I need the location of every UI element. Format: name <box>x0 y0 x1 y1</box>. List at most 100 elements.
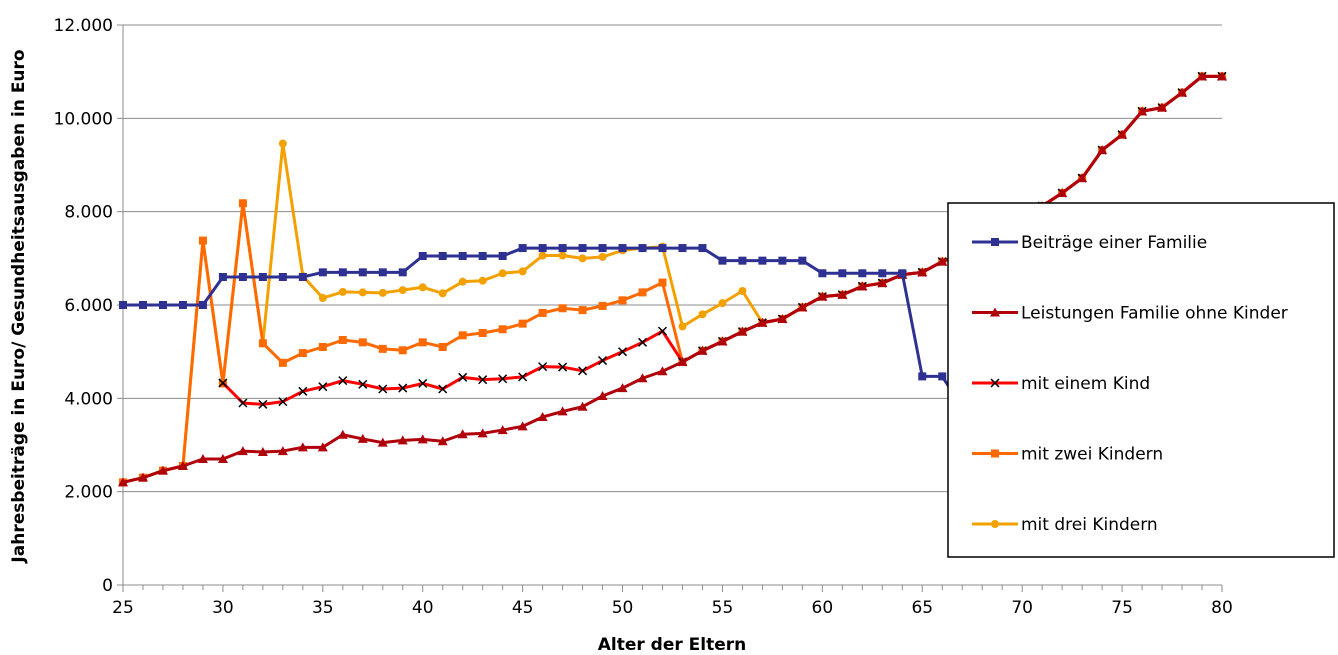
data-point <box>1177 87 1188 97</box>
data-point <box>817 291 828 301</box>
data-point <box>658 278 667 287</box>
data-point <box>298 349 307 358</box>
data-point <box>518 267 527 276</box>
data-point <box>657 326 668 336</box>
data-point <box>558 251 567 260</box>
data-point <box>538 251 547 260</box>
data-point <box>318 382 328 392</box>
data-point <box>238 273 247 281</box>
data-point <box>678 322 687 331</box>
data-point <box>338 287 347 296</box>
data-point <box>857 281 868 291</box>
data-point <box>398 286 407 295</box>
data-point <box>418 378 428 388</box>
data-point <box>277 446 288 456</box>
data-point <box>238 199 247 208</box>
y-tick-label: 0 <box>102 576 113 596</box>
data-point <box>737 326 748 336</box>
data-point <box>1077 173 1088 183</box>
data-point <box>438 289 447 298</box>
data-point <box>818 269 827 278</box>
data-point <box>838 269 847 278</box>
data-point <box>438 384 448 394</box>
legend-label: Leistungen Familie ohne Kinder <box>1021 304 1288 324</box>
data-point <box>498 325 507 334</box>
data-point <box>837 289 848 299</box>
data-point <box>338 376 348 386</box>
data-point <box>218 378 228 388</box>
data-point <box>398 268 407 277</box>
data-point <box>358 268 367 277</box>
data-point <box>618 296 627 305</box>
data-point <box>158 301 167 309</box>
data-point <box>738 287 747 295</box>
legend-swatch-marker <box>990 307 1000 317</box>
data-point <box>618 347 628 357</box>
data-point <box>318 343 327 351</box>
data-point <box>138 301 147 309</box>
data-point <box>558 304 567 313</box>
data-point <box>1197 71 1208 81</box>
data-point <box>1057 188 1068 197</box>
data-point <box>258 273 267 281</box>
data-point <box>657 366 668 376</box>
data-point <box>378 288 387 297</box>
data-point <box>357 433 368 443</box>
legend-label: mit einem Kind <box>1021 374 1150 394</box>
data-point <box>718 256 727 265</box>
x-tick-label: 60 <box>812 598 834 618</box>
data-point <box>517 421 528 431</box>
data-point <box>198 301 207 309</box>
data-point <box>758 256 767 265</box>
data-point <box>377 437 388 447</box>
data-point <box>858 269 867 278</box>
data-point <box>337 429 348 439</box>
data-point <box>598 356 608 366</box>
data-point <box>418 252 427 260</box>
legend-swatch-marker <box>991 238 999 246</box>
data-point <box>917 267 928 277</box>
x-tick-label: 30 <box>212 598 234 618</box>
y-tick-label: 8.000 <box>64 203 113 223</box>
data-point <box>478 252 487 260</box>
data-point <box>598 244 607 253</box>
data-point <box>557 406 568 416</box>
legend-entry: mit einem Kind <box>972 374 1150 394</box>
data-point <box>578 254 587 263</box>
x-tick-label: 25 <box>112 598 134 618</box>
x-tick-label: 70 <box>1011 598 1033 618</box>
data-point <box>718 299 727 308</box>
data-point <box>898 269 907 278</box>
data-point <box>618 244 627 253</box>
data-point <box>298 273 307 281</box>
data-point <box>937 256 948 266</box>
data-point <box>278 397 288 407</box>
data-point <box>877 278 888 288</box>
legend-entry: Leistungen Familie ohne Kinder <box>972 304 1288 324</box>
data-point <box>458 252 467 260</box>
data-point <box>378 384 388 394</box>
data-point <box>738 256 747 265</box>
data-point <box>577 401 588 411</box>
x-tick-label: 45 <box>512 598 534 618</box>
data-point <box>278 358 287 367</box>
data-point <box>177 461 188 470</box>
legend-box <box>947 202 1335 558</box>
x-tick-label: 50 <box>612 598 634 618</box>
x-tick-label: 55 <box>712 598 734 618</box>
data-point <box>358 288 367 297</box>
data-point <box>178 301 187 309</box>
data-point <box>437 436 448 446</box>
data-point <box>398 346 407 355</box>
data-point <box>338 336 347 344</box>
legend-entry: Beiträge einer Familie <box>972 233 1207 253</box>
data-point <box>378 344 387 353</box>
data-point <box>317 442 328 452</box>
data-point <box>637 373 648 383</box>
legend-label: mit zwei Kindern <box>1021 445 1163 465</box>
data-point <box>298 386 308 396</box>
data-point <box>578 366 588 376</box>
data-point <box>537 412 548 421</box>
data-point <box>418 283 427 292</box>
